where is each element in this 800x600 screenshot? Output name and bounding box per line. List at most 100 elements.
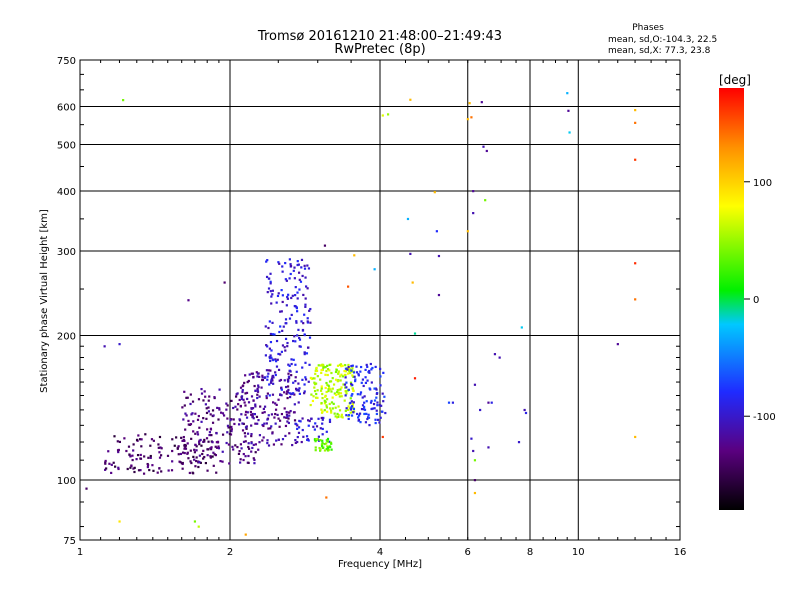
data-point	[294, 439, 297, 442]
data-point	[221, 460, 224, 463]
data-point	[327, 384, 330, 387]
chart-subtitle: RwPretec (8p)	[334, 42, 425, 57]
data-point	[280, 310, 283, 313]
data-point	[258, 375, 261, 378]
data-point	[340, 365, 343, 368]
data-point	[301, 328, 305, 332]
data-point	[248, 373, 251, 376]
data-point	[472, 212, 475, 215]
data-point	[114, 465, 117, 468]
data-point	[343, 399, 346, 402]
data-point	[345, 381, 348, 384]
data-point	[352, 371, 356, 374]
data-point	[244, 410, 248, 413]
data-point	[246, 411, 249, 414]
data-point	[272, 382, 275, 385]
data-point	[268, 394, 271, 397]
data-point	[274, 371, 277, 374]
data-point	[433, 191, 436, 194]
data-point	[567, 109, 570, 112]
data-point	[251, 372, 254, 375]
data-point	[288, 432, 291, 435]
data-point	[301, 274, 304, 278]
data-point	[279, 325, 282, 328]
data-point	[250, 424, 253, 427]
data-point	[344, 367, 348, 370]
data-point	[117, 466, 120, 469]
data-point	[130, 464, 133, 468]
data-point	[319, 438, 322, 442]
data-point	[348, 370, 351, 373]
data-point	[260, 386, 263, 389]
data-point	[280, 394, 283, 397]
data-point	[330, 371, 333, 375]
data-point	[363, 408, 367, 411]
data-point	[227, 426, 230, 429]
data-point	[204, 395, 207, 398]
data-point	[251, 407, 255, 410]
data-point	[216, 440, 220, 443]
data-point	[319, 427, 322, 430]
data-point	[346, 285, 350, 288]
data-point	[320, 387, 323, 390]
data-point	[370, 399, 373, 403]
data-point	[198, 461, 201, 464]
data-point	[345, 386, 348, 389]
data-point	[353, 375, 356, 378]
data-point	[334, 415, 337, 418]
data-point	[305, 352, 309, 355]
data-point	[329, 445, 332, 449]
data-point	[297, 426, 301, 429]
data-point	[231, 445, 234, 448]
data-point	[268, 347, 271, 350]
data-point	[286, 297, 289, 300]
data-point	[346, 368, 349, 371]
data-point	[230, 425, 233, 429]
data-point	[349, 401, 352, 405]
data-point	[382, 400, 385, 403]
data-point	[184, 445, 187, 448]
data-point	[247, 379, 250, 383]
data-point	[292, 358, 295, 361]
data-point	[304, 285, 308, 288]
data-point	[309, 403, 312, 407]
data-point	[250, 442, 253, 445]
data-point	[192, 420, 195, 423]
data-point	[284, 424, 288, 428]
data-point	[269, 290, 272, 293]
data-point	[250, 433, 253, 436]
data-point	[271, 333, 274, 336]
data-point	[236, 392, 239, 395]
colorbar-tick-label: 0	[753, 295, 759, 306]
data-point	[265, 396, 268, 400]
data-point	[191, 400, 195, 403]
data-point	[322, 366, 325, 369]
data-point	[288, 377, 291, 380]
data-point	[266, 291, 269, 294]
data-point	[242, 440, 246, 443]
data-point	[310, 417, 313, 420]
data-point	[307, 419, 310, 422]
data-point	[285, 322, 288, 325]
data-point	[196, 418, 200, 421]
data-point	[198, 443, 201, 446]
data-point	[337, 370, 340, 373]
data-point	[237, 423, 241, 426]
data-point	[221, 412, 225, 415]
data-point	[314, 372, 317, 375]
data-point	[244, 374, 247, 377]
data-point	[274, 402, 277, 405]
data-point	[344, 386, 347, 389]
data-point	[359, 391, 363, 394]
data-point	[253, 384, 256, 388]
data-point	[298, 288, 301, 291]
data-point	[266, 392, 269, 395]
x-tick-label: 1	[77, 547, 83, 558]
data-point	[282, 325, 285, 328]
data-point	[354, 379, 357, 383]
data-point	[196, 433, 200, 436]
data-point	[304, 297, 307, 300]
data-point	[252, 417, 255, 420]
data-point	[147, 456, 150, 459]
data-point	[204, 403, 207, 406]
